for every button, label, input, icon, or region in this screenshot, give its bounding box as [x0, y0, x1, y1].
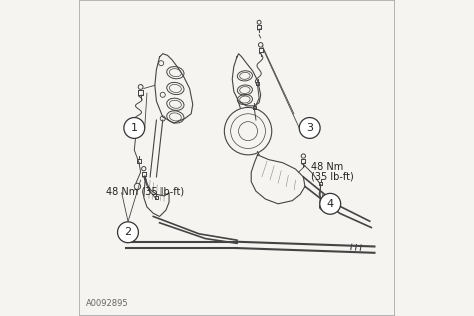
Text: (35 lb-ft): (35 lb-ft): [311, 172, 354, 182]
Text: A0092895: A0092895: [86, 299, 128, 308]
Circle shape: [124, 118, 145, 138]
Text: 48 Nm: 48 Nm: [311, 162, 344, 173]
Text: 3: 3: [306, 123, 313, 133]
Text: 2: 2: [124, 227, 132, 237]
Circle shape: [320, 193, 341, 214]
Circle shape: [299, 118, 320, 138]
Circle shape: [118, 222, 138, 243]
Text: 1: 1: [131, 123, 138, 133]
Text: 48 Nm (35 lb-ft): 48 Nm (35 lb-ft): [106, 186, 184, 196]
Text: 4: 4: [327, 199, 334, 209]
